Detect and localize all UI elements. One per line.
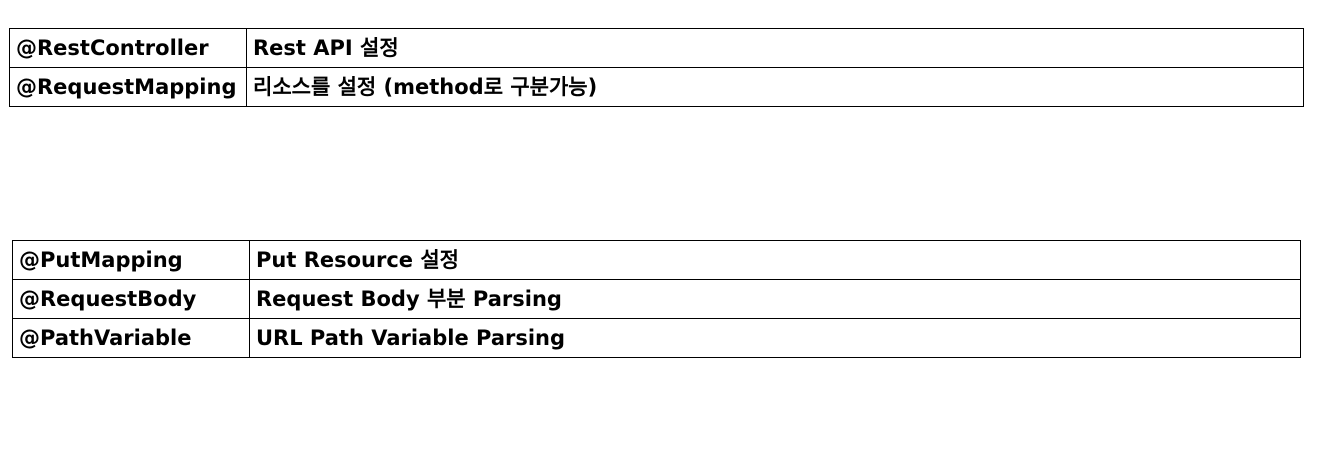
- description-cell: 리소스를 설정 (method로 구분가능): [246, 67, 1304, 107]
- annotation-cell: @RequestMapping: [9, 67, 247, 107]
- annotation-table-mapping: @PutMapping Put Resource 설정 @RequestBody…: [12, 240, 1301, 358]
- table-row: @RequestMapping 리소스를 설정 (method로 구분가능): [9, 67, 1304, 107]
- annotation-cell: @PathVariable: [12, 318, 250, 358]
- description-cell: URL Path Variable Parsing: [249, 318, 1301, 358]
- table-row: @RequestBody Request Body 부분 Parsing: [12, 279, 1301, 319]
- annotation-cell: @RestController: [9, 28, 247, 68]
- description-cell: Rest API 설정: [246, 28, 1304, 68]
- description-cell: Request Body 부분 Parsing: [249, 279, 1301, 319]
- annotation-cell: @PutMapping: [12, 240, 250, 280]
- table-row: @PathVariable URL Path Variable Parsing: [12, 318, 1301, 358]
- table-row: @PutMapping Put Resource 설정: [12, 240, 1301, 280]
- table-row: @RestController Rest API 설정: [9, 28, 1304, 68]
- annotation-cell: @RequestBody: [12, 279, 250, 319]
- annotation-table-controller: @RestController Rest API 설정 @RequestMapp…: [9, 28, 1304, 107]
- description-cell: Put Resource 설정: [249, 240, 1301, 280]
